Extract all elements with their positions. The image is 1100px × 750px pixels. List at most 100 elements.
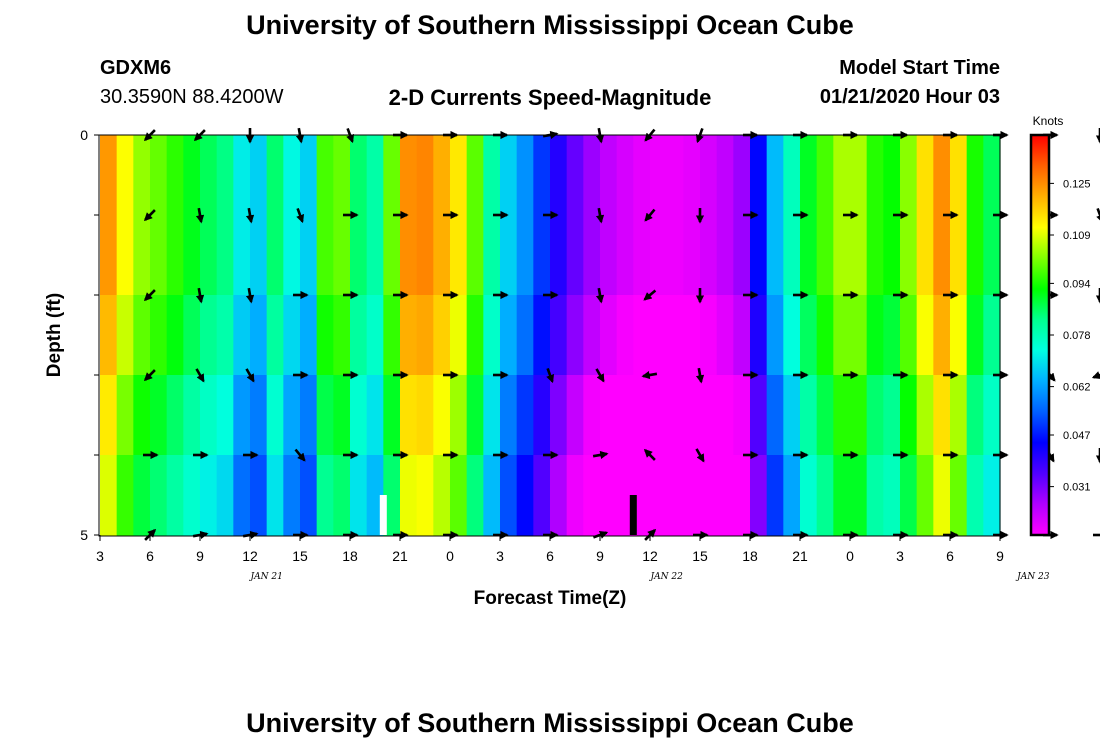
heat-cell (366, 215, 384, 296)
colorbar-tick-label: 0.031 (1063, 482, 1091, 494)
x-axis: 3 6 9 12 15 18 21 0 3 6 9 12 15 18 21 0 3 6 9 JAN 21 JAN 22 J… (96, 535, 1050, 582)
heat-cell (433, 135, 451, 216)
heat-cell (250, 215, 268, 296)
heat-cell (233, 455, 251, 536)
x-tick-label: 6 (146, 548, 154, 564)
heat-cell (116, 455, 134, 536)
heat-cell (350, 455, 368, 536)
heat-cell (166, 295, 184, 376)
current-arrow (1096, 207, 1100, 224)
data-markers (379, 495, 637, 535)
page-title-top: University of Southern Mississippi Ocean… (246, 10, 854, 40)
colorbar-tick-label: 0.094 (1063, 278, 1091, 290)
heat-cell (400, 215, 418, 296)
heat-cell (566, 215, 584, 296)
heat-cell (966, 215, 984, 296)
heat-cell (850, 295, 868, 376)
heat-cell (466, 295, 484, 376)
y-axis: 05 (80, 127, 99, 543)
heat-cell (716, 215, 734, 296)
current-arrow (643, 448, 656, 461)
current-arrow (695, 448, 705, 463)
heat-cell (850, 135, 868, 216)
heat-cell (566, 455, 584, 536)
current-arrow (592, 450, 609, 460)
heat-cell (816, 135, 834, 216)
x-tick-label: 0 (446, 548, 454, 564)
heat-cell (200, 135, 218, 216)
heat-cell (616, 375, 634, 456)
heat-cell (483, 295, 501, 376)
colorbar-tick-label: 0.109 (1063, 230, 1091, 242)
heat-cell (783, 295, 801, 376)
heat-cell (600, 455, 618, 536)
heat-cell (650, 375, 668, 456)
heat-cell (333, 135, 351, 216)
current-arrow (1091, 371, 1100, 380)
heat-cell (500, 215, 518, 296)
heat-cell (400, 455, 418, 536)
current-arrow (595, 368, 605, 383)
y-tick-label: 5 (80, 527, 88, 543)
heat-cell (166, 135, 184, 216)
heat-cell (716, 375, 734, 456)
heat-cell (866, 375, 884, 456)
heat-cell (200, 375, 218, 456)
heat-cell (583, 295, 601, 376)
marker-bar (379, 495, 387, 535)
heat-cell (333, 375, 351, 456)
current-arrow (245, 287, 255, 304)
heat-cell (216, 215, 234, 296)
heat-cell (483, 455, 501, 536)
heat-cell (483, 375, 501, 456)
heat-cell (200, 455, 218, 536)
colorbar-tick-label: 0.125 (1063, 178, 1091, 190)
x-tick-label: 6 (546, 548, 554, 564)
heat-cell (500, 455, 518, 536)
heat-cell (850, 215, 868, 296)
heat-cell (683, 375, 701, 456)
heat-cell (950, 215, 968, 296)
heat-cell (816, 295, 834, 376)
heat-cell (250, 375, 268, 456)
heat-cell (883, 135, 901, 216)
heat-cell (150, 135, 168, 216)
heat-cell (433, 215, 451, 296)
heat-cell (183, 215, 201, 296)
heat-cell (633, 455, 651, 536)
heat-cell (600, 215, 618, 296)
current-arrow (195, 368, 205, 383)
heat-cell (683, 215, 701, 296)
heat-cell (783, 455, 801, 536)
heat-cell (900, 375, 918, 456)
heat-cell (316, 375, 334, 456)
heat-cell (300, 215, 318, 296)
heat-cell (683, 295, 701, 376)
heat-cell (566, 375, 584, 456)
heat-cell (616, 215, 634, 296)
heat-cell (316, 295, 334, 376)
heat-cell (733, 135, 751, 216)
heat-cell (150, 455, 168, 536)
heat-cell (783, 215, 801, 296)
heat-cell (700, 375, 718, 456)
heat-cell (750, 455, 768, 536)
heat-cell (133, 455, 151, 536)
heat-cell (966, 455, 984, 536)
heat-cell (316, 215, 334, 296)
heat-cell (833, 455, 851, 536)
heat-cell (616, 295, 634, 376)
heat-cell (450, 455, 468, 536)
heat-cell (133, 135, 151, 216)
heat-cell (616, 455, 634, 536)
heat-cell (100, 215, 118, 296)
heat-cell (416, 295, 434, 376)
heat-cell (100, 455, 118, 536)
heat-cell (533, 215, 551, 296)
heat-cell (666, 215, 684, 296)
heat-cell (216, 295, 234, 376)
heat-cell (733, 375, 751, 456)
heat-cell (750, 295, 768, 376)
heat-cell (383, 135, 401, 216)
colorbar-gradient (1029, 133, 1051, 537)
